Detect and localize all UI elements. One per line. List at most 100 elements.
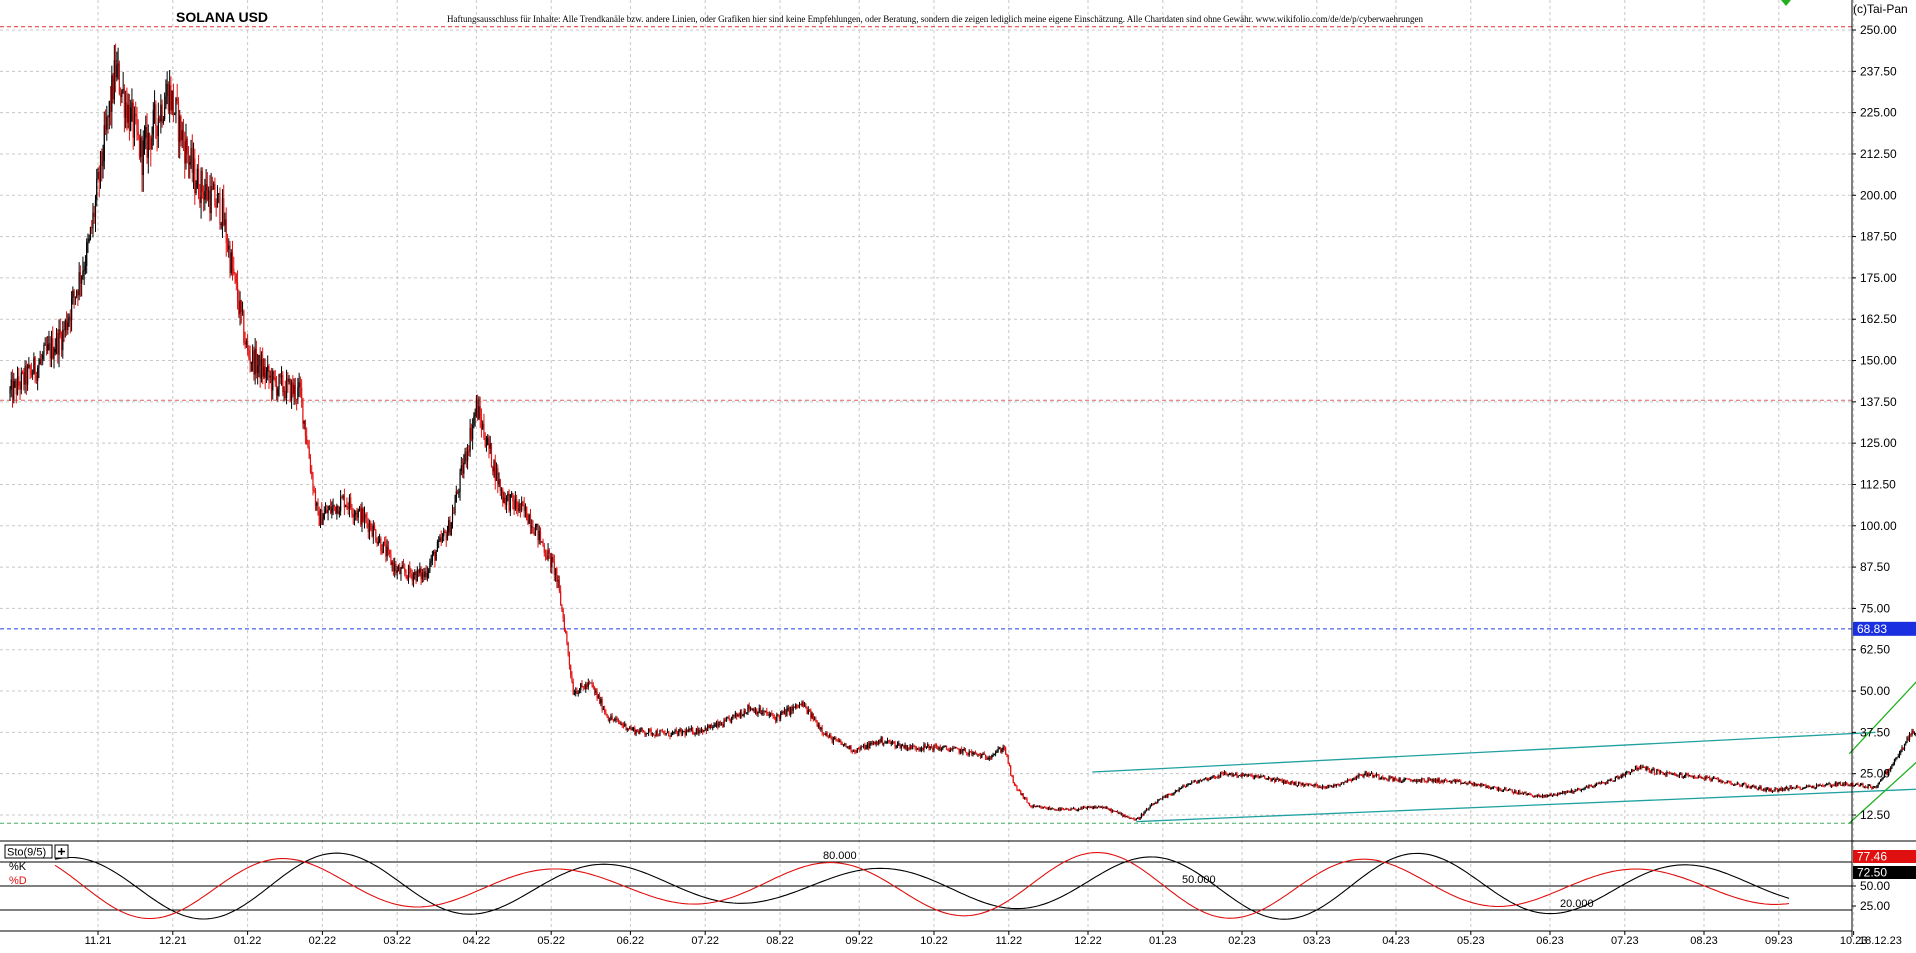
candle-body xyxy=(1545,794,1547,797)
candle-body xyxy=(1033,805,1036,807)
candle-body xyxy=(1408,779,1410,781)
candle-body xyxy=(323,512,325,519)
candle-body xyxy=(849,745,851,750)
y-tick-label: 200.00 xyxy=(1860,188,1897,202)
candle-body xyxy=(1491,787,1493,789)
candle-body xyxy=(1248,774,1251,776)
candle-body xyxy=(84,265,87,271)
candle-body xyxy=(1108,808,1110,810)
candle-body xyxy=(257,365,259,373)
candle-body xyxy=(441,536,444,542)
candle-body xyxy=(1599,782,1601,784)
candle-body xyxy=(74,296,76,298)
candle-body xyxy=(1487,786,1489,788)
candle-body xyxy=(1274,778,1276,782)
candle-body xyxy=(287,378,289,382)
candle-body xyxy=(180,116,182,141)
candle-body xyxy=(1587,786,1589,789)
candle-body xyxy=(1194,780,1197,782)
candle-body xyxy=(1727,780,1730,782)
candle-body xyxy=(1704,777,1706,780)
candle-body xyxy=(723,719,725,727)
candle-body xyxy=(1888,769,1891,771)
candle-body xyxy=(901,745,904,747)
candle-body xyxy=(1344,780,1346,783)
candle-body xyxy=(299,382,301,388)
candle-body xyxy=(1271,779,1273,781)
candle-body xyxy=(1697,775,1699,779)
candle-body xyxy=(568,654,571,666)
candle-body xyxy=(1393,777,1395,782)
x-tick-label: 12.22 xyxy=(1074,935,1102,947)
candle-body xyxy=(1683,776,1686,778)
candle-body xyxy=(575,690,577,694)
candle-body xyxy=(864,744,866,750)
candle-body xyxy=(1837,782,1839,786)
candle-body xyxy=(333,504,335,507)
candle-body xyxy=(1872,787,1874,789)
candle-body xyxy=(1717,778,1720,782)
candle-body xyxy=(1712,777,1715,779)
candle-body xyxy=(978,754,980,756)
indicator-label-box[interactable] xyxy=(4,844,53,859)
candle-body xyxy=(1907,737,1909,740)
candle-body xyxy=(998,748,1000,750)
candle-body xyxy=(1315,783,1317,786)
candle-body xyxy=(1563,791,1565,794)
candle-body xyxy=(1740,785,1742,787)
candle-body xyxy=(285,378,288,399)
candle-body xyxy=(157,118,159,137)
candle-body xyxy=(28,365,30,368)
candle-body xyxy=(1326,786,1329,788)
candle-body xyxy=(190,148,192,163)
candle-body xyxy=(1277,778,1280,781)
candle-body xyxy=(816,720,818,727)
candle-body xyxy=(624,723,626,726)
candle-body xyxy=(1822,785,1824,787)
candle-body xyxy=(521,502,523,511)
candle-body xyxy=(342,495,344,498)
candle-body xyxy=(1633,769,1635,771)
candle-body xyxy=(1676,775,1678,777)
stoch-level-label: 80.000 xyxy=(823,850,857,862)
candle-body xyxy=(1637,767,1639,770)
candle-body xyxy=(539,530,542,542)
candle-body xyxy=(121,90,123,98)
candle-body xyxy=(912,745,914,750)
candle-body xyxy=(94,199,97,218)
candle-body xyxy=(1910,733,1912,735)
candle-body xyxy=(593,687,596,692)
candle-body xyxy=(1578,788,1580,790)
candle-body xyxy=(1137,817,1139,819)
candle-body xyxy=(141,137,143,176)
candle-body xyxy=(1616,776,1618,778)
candle-body xyxy=(14,380,16,382)
candle-body xyxy=(679,729,681,731)
candle-body xyxy=(1148,807,1150,811)
candle-body xyxy=(213,183,215,190)
candle-body xyxy=(24,365,26,385)
candle-body xyxy=(1319,786,1321,788)
candle-body xyxy=(1173,792,1175,795)
candle-body xyxy=(621,723,623,726)
x-tick-label: 07.22 xyxy=(691,935,719,947)
candle-body xyxy=(1820,785,1823,787)
candle-body xyxy=(767,713,769,716)
candle-body xyxy=(1638,767,1640,769)
candle-body xyxy=(1339,784,1341,786)
indicator-label[interactable]: Sto(9/5) xyxy=(7,847,46,859)
candle-body xyxy=(1781,788,1784,791)
candle-body xyxy=(997,748,999,752)
candle-body xyxy=(1354,778,1356,780)
candle-body xyxy=(1644,767,1647,770)
candle-body xyxy=(210,186,212,214)
candle-body xyxy=(1179,788,1181,790)
candle-body xyxy=(1657,769,1659,771)
candle-body xyxy=(974,752,977,754)
candle-body xyxy=(532,526,534,533)
candle-body xyxy=(514,499,516,510)
candle-body xyxy=(1207,778,1209,781)
candle-body xyxy=(915,748,917,750)
candle-body xyxy=(1297,781,1300,786)
